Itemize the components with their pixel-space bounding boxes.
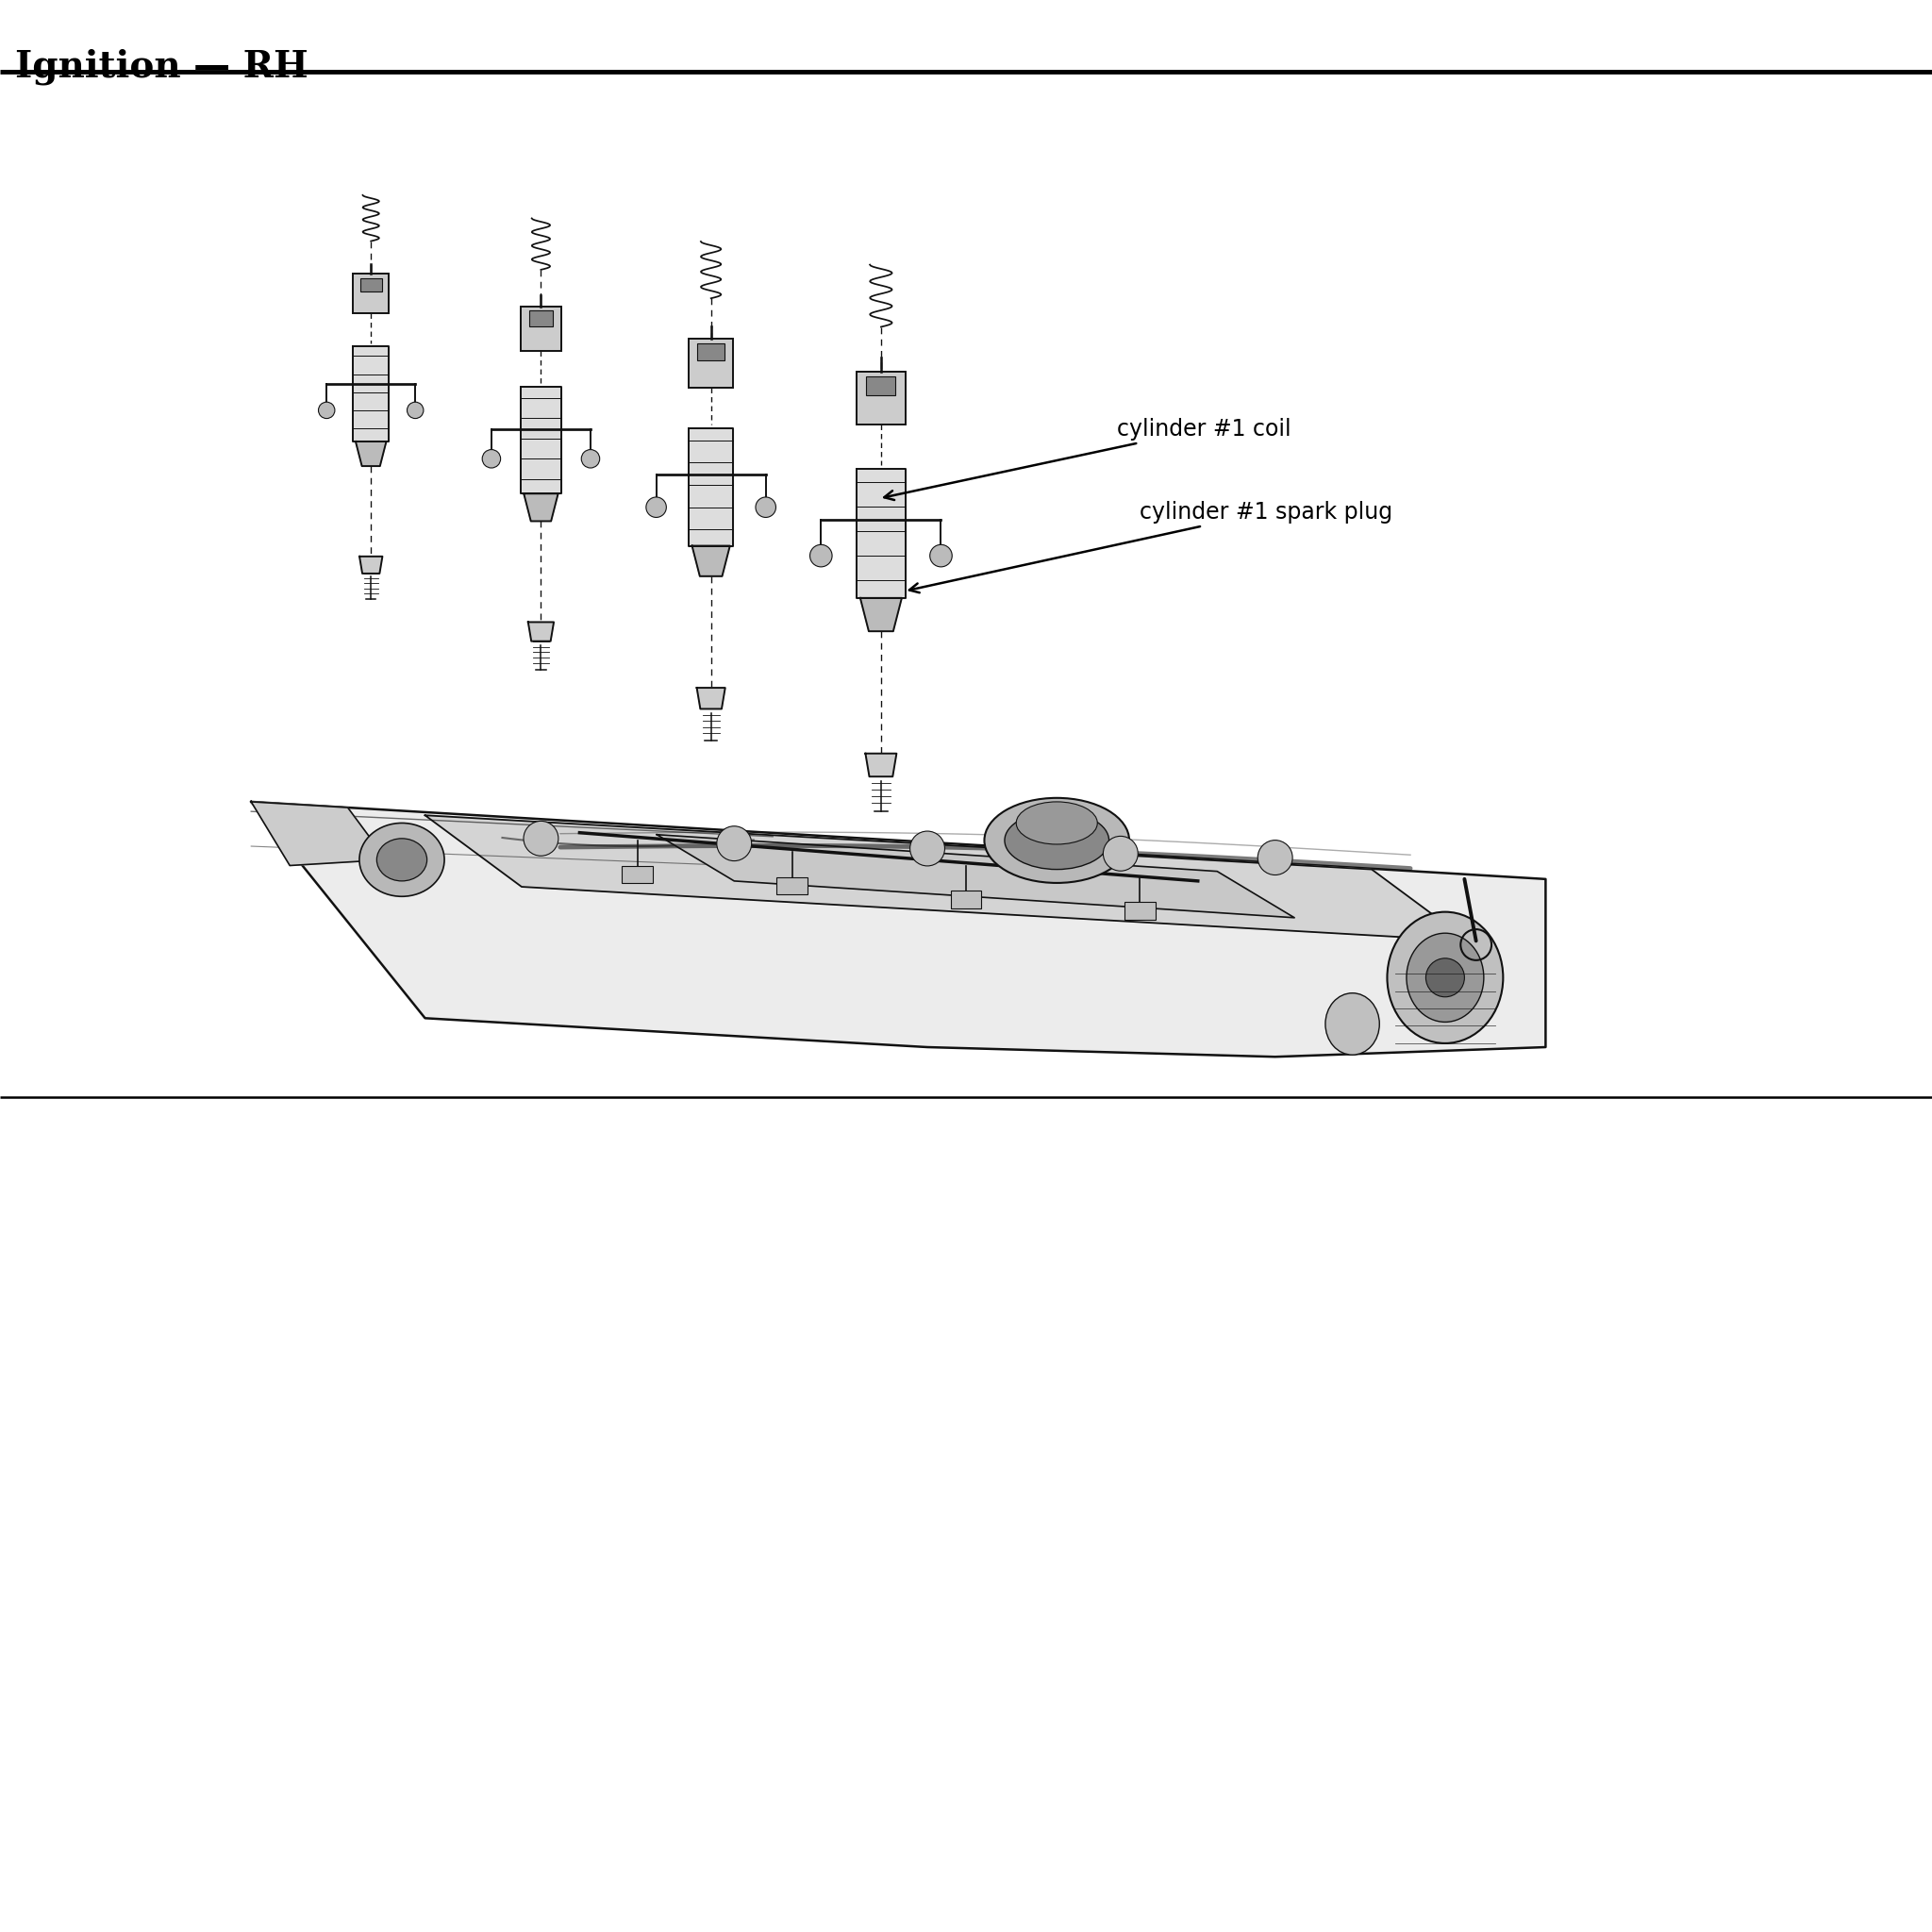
Text: cylinder #1 spark plug: cylinder #1 spark plug [910,500,1393,593]
Ellipse shape [1005,811,1109,869]
Polygon shape [856,469,906,599]
Bar [354,274,388,313]
Ellipse shape [1387,912,1503,1043]
Bar [522,307,560,350]
Bar [777,877,808,895]
Bar [856,371,906,425]
Bar [697,344,724,361]
Circle shape [524,821,558,856]
Polygon shape [251,802,1546,1057]
Polygon shape [657,835,1294,918]
Circle shape [717,827,752,862]
Bar [866,377,896,396]
Ellipse shape [1406,933,1484,1022]
Circle shape [1103,837,1138,871]
Polygon shape [354,346,388,442]
Circle shape [755,497,777,518]
Polygon shape [866,753,896,777]
Polygon shape [355,442,386,466]
Polygon shape [860,599,902,632]
Polygon shape [522,386,560,493]
Circle shape [319,402,334,419]
Bar [529,311,553,327]
Bar [688,338,734,388]
Circle shape [645,497,667,518]
Bar [951,891,981,908]
Polygon shape [425,815,1468,941]
Circle shape [810,545,833,566]
Bar [359,278,383,292]
Circle shape [1258,840,1293,875]
Ellipse shape [359,823,444,896]
Polygon shape [688,429,734,545]
Polygon shape [524,493,558,522]
Polygon shape [692,545,730,576]
Ellipse shape [1325,993,1379,1055]
Circle shape [408,402,423,419]
Ellipse shape [1016,802,1097,844]
Bar [622,866,653,883]
Polygon shape [527,622,554,641]
Ellipse shape [985,798,1128,883]
Text: Ignition — RH: Ignition — RH [15,48,309,85]
Circle shape [929,545,952,566]
Polygon shape [251,802,386,866]
Bar [1124,902,1155,920]
Text: cylinder #1 coil: cylinder #1 coil [885,417,1291,500]
Circle shape [483,450,500,468]
Polygon shape [697,688,724,709]
Circle shape [582,450,599,468]
Circle shape [1426,958,1464,997]
Ellipse shape [377,838,427,881]
Polygon shape [359,556,383,574]
Circle shape [910,831,945,866]
